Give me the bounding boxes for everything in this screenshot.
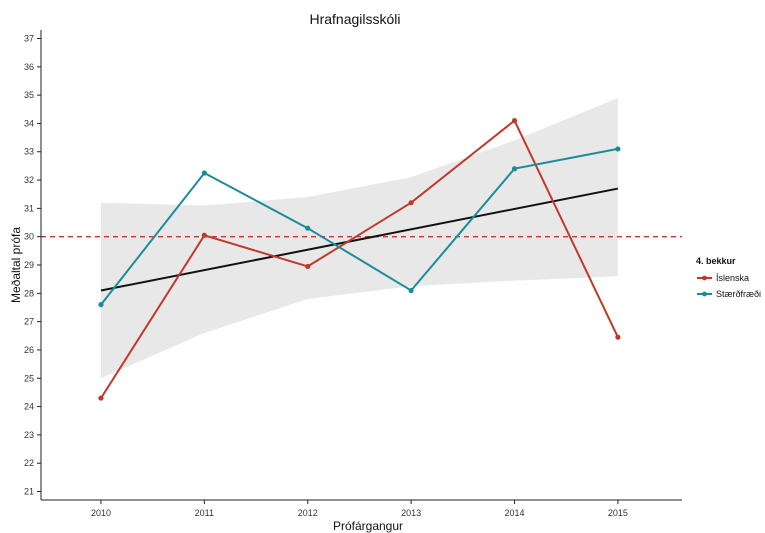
series-1 (98, 118, 621, 401)
data-point (201, 232, 207, 238)
legend-marker (702, 275, 707, 281)
confidence-band (101, 98, 618, 379)
data-point (511, 118, 518, 124)
y-tick-label: 37 (24, 33, 34, 43)
y-tick-label: 32 (24, 175, 34, 185)
series-line (100, 147, 619, 306)
axes: 21 22 23 24 25 26 27 28 29 30 31 32 33 34 35 36 37 2010 20… (24, 30, 682, 518)
series-2 (98, 146, 621, 308)
data-point (511, 166, 518, 172)
x-tick-label: 2015 (608, 508, 628, 518)
y-tick-label: 27 (24, 317, 34, 327)
chart-title: Hrafnagilsskóli (309, 11, 400, 27)
x-tick-label: 2014 (504, 508, 524, 518)
y-tick-label: 25 (24, 373, 34, 383)
y-tick-label: 24 (24, 402, 34, 412)
legend-item: Stærðfræði (697, 289, 761, 299)
legend-marker (702, 291, 707, 297)
data-point (408, 200, 414, 206)
x-tick-label: 2013 (401, 508, 421, 518)
y-axis-title: Meðaltal prófa (9, 227, 23, 303)
y-tick-label: 36 (24, 62, 34, 72)
y-tick-label: 21 (24, 487, 34, 497)
y-tick-label: 31 (24, 203, 34, 213)
y-tick-label: 22 (24, 458, 34, 468)
trend-line (100, 187, 619, 292)
data-point (98, 395, 104, 401)
series-line (100, 119, 619, 399)
x-tick-label: 2010 (91, 508, 111, 518)
x-tick-label: 2012 (298, 508, 318, 518)
y-tick-label: 28 (24, 288, 34, 298)
data-point (201, 170, 207, 176)
y-tick-label: 26 (24, 345, 34, 355)
confidence-band-layer (101, 98, 618, 379)
series-layer (98, 118, 621, 401)
x-axis-title: Prófárgangur (333, 519, 403, 533)
legend: 4. bekkur Íslenska Stærðfræði (696, 256, 761, 299)
data-point (305, 263, 311, 270)
x-tick-label: 2011 (195, 508, 214, 518)
legend-label: Íslenska (716, 273, 749, 283)
legend-title: 4. bekkur (696, 256, 736, 266)
data-point (615, 146, 621, 152)
y-tick-label: 23 (24, 430, 34, 440)
data-point (615, 334, 621, 340)
trend-line-layer (100, 187, 619, 292)
y-tick-label: 33 (24, 147, 34, 157)
y-tick-label: 34 (24, 118, 34, 128)
data-point (408, 287, 414, 294)
data-point (98, 302, 104, 308)
y-tick-label: 30 (24, 232, 34, 242)
y-tick-label: 29 (24, 260, 34, 270)
legend-label: Stærðfræði (716, 289, 761, 299)
legend-item: Íslenska (697, 273, 749, 283)
data-point (305, 225, 311, 231)
y-tick-label: 35 (24, 90, 34, 100)
